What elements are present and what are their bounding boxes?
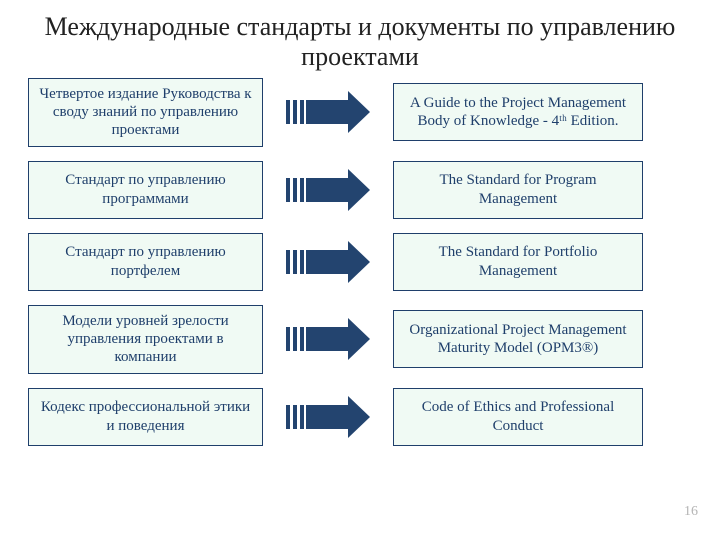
diagram-row: Стандарт по управлению программами The St… (28, 161, 692, 219)
arrow-icon (286, 169, 370, 211)
arrow-cell (263, 169, 393, 211)
right-box: The Standard for Portfolio Management (393, 233, 643, 291)
arrow-icon (286, 396, 370, 438)
right-box: Organizational Project Management Maturi… (393, 310, 643, 368)
arrow-icon (286, 241, 370, 283)
arrow-cell (263, 91, 393, 133)
diagram-row: Стандарт по управлению портфелем The Stan… (28, 233, 692, 291)
left-box: Стандарт по управлению портфелем (28, 233, 263, 291)
arrow-icon (286, 318, 370, 360)
arrow-cell (263, 318, 393, 360)
right-box: Code of Ethics and Professional Conduct (393, 388, 643, 446)
left-box: Четвертое издание Руководства к своду зн… (28, 78, 263, 147)
diagram-row: Модели уровней зрелости управления проек… (28, 305, 692, 374)
left-box: Стандарт по управлению программами (28, 161, 263, 219)
diagram-rows: Четвертое издание Руководства к своду зн… (0, 78, 720, 446)
left-box: Кодекс профессиональной этики и поведени… (28, 388, 263, 446)
diagram-row: Четвертое издание Руководства к своду зн… (28, 78, 692, 147)
arrow-cell (263, 396, 393, 438)
page-number: 16 (684, 504, 698, 520)
left-box: Модели уровней зрелости управления проек… (28, 305, 263, 374)
slide-title: Международные стандарты и документы по у… (0, 0, 720, 78)
right-box: A Guide to the Project Management Body o… (393, 83, 643, 141)
diagram-row: Кодекс профессиональной этики и поведени… (28, 388, 692, 446)
right-box: The Standard for Program Management (393, 161, 643, 219)
arrow-cell (263, 241, 393, 283)
arrow-icon (286, 91, 370, 133)
